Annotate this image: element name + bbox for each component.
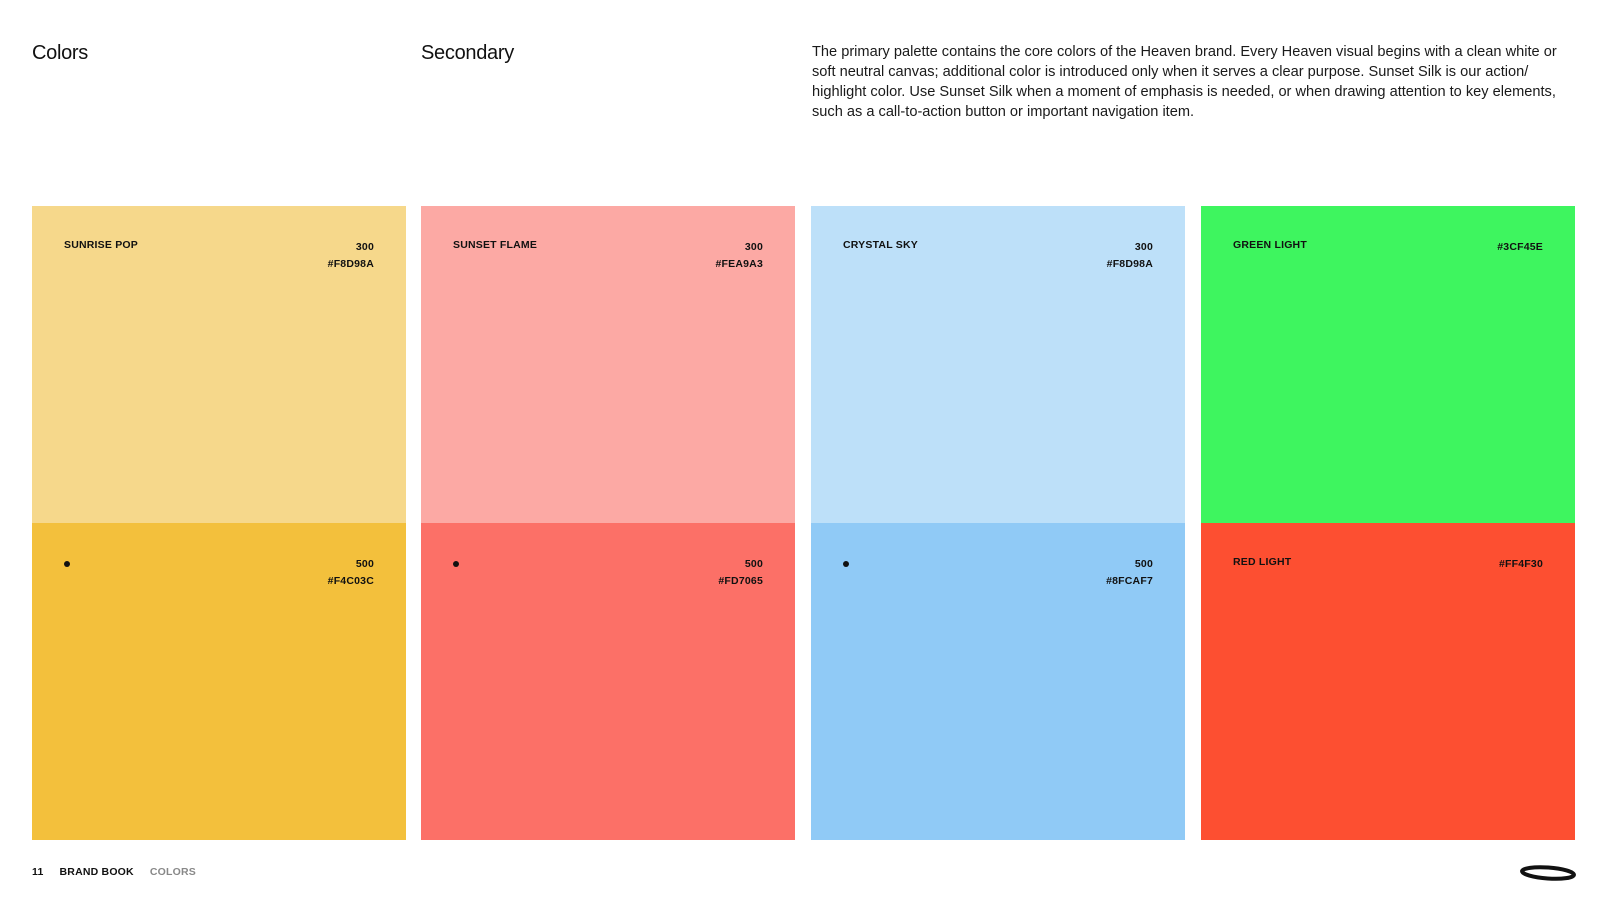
swatch-crystal-sky-500: 500 #8FCAF7	[811, 523, 1185, 840]
swatch-meta: 300 #F8D98A	[328, 239, 374, 273]
swatch-shade: 500	[1134, 558, 1153, 570]
intro-paragraph: The primary palette contains the core co…	[812, 44, 1557, 120]
swatch-hex: #FF4F30	[1499, 558, 1543, 570]
heaven-ring-logo-icon	[1520, 865, 1576, 881]
swatch-name: SUNSET FLAME	[453, 239, 538, 251]
swatch-meta: 500 #8FCAF7	[1106, 556, 1153, 590]
swatch-meta: #3CF45E	[1497, 239, 1543, 256]
swatch-meta: 500 #F4C03C	[328, 556, 374, 590]
swatch-sunset-flame-300: SUNSET FLAME 300 #FEA9A3	[421, 206, 795, 523]
footer-section: BRAND BOOK	[59, 866, 134, 878]
color-column-sunset-flame: SUNSET FLAME 300 #FEA9A3 500 #FD7065	[421, 206, 795, 840]
swatch-green-light: GREEN LIGHT #3CF45E	[1201, 206, 1575, 523]
color-column-crystal-sky: CRYSTAL SKY 300 #F8D98A 500 #8FCAF7	[811, 206, 1185, 840]
swatch-red-light: RED LIGHT #FF4F30	[1201, 523, 1575, 840]
swatch-sunrise-pop-300: SUNRISE POP 300 #F8D98A	[32, 206, 406, 523]
color-column-sunrise-pop: SUNRISE POP 300 #F8D98A 500 #F4C03C	[32, 206, 406, 840]
swatch-sunrise-pop-500: 500 #F4C03C	[32, 523, 406, 840]
bullet-dot	[64, 561, 70, 567]
swatch-meta: #FF4F30	[1499, 556, 1543, 573]
swatch-hex: #F4C03C	[327, 575, 374, 587]
page-footer: 11 BRAND BOOK COLORS	[32, 866, 196, 878]
swatch-shade: 300	[744, 241, 763, 253]
swatch-hex: #F8D98A	[327, 258, 374, 270]
swatch-meta: 500 #FD7065	[718, 556, 763, 590]
color-column-signal: GREEN LIGHT #3CF45E RED LIGHT #FF4F30	[1201, 206, 1575, 840]
swatch-meta: 300 #F8D98A	[1107, 239, 1153, 273]
swatch-crystal-sky-300: CRYSTAL SKY 300 #F8D98A	[811, 206, 1185, 523]
swatch-name: RED LIGHT	[1233, 556, 1292, 568]
bullet-dot	[843, 561, 849, 567]
page-number: 11	[32, 866, 44, 878]
swatch-hex: #3CF45E	[1497, 241, 1543, 253]
swatch-meta: 300 #FEA9A3	[715, 239, 763, 273]
footer-subsection: COLORS	[149, 866, 196, 878]
swatch-sunset-flame-500: 500 #FD7065	[421, 523, 795, 840]
swatch-hex: #8FCAF7	[1106, 575, 1153, 587]
swatch-shade: 500	[744, 558, 763, 570]
swatch-hex: #FD7065	[718, 575, 763, 587]
swatch-hex: #F8D98A	[1106, 258, 1153, 270]
swatch-shade: 500	[355, 558, 374, 570]
bullet-dot	[453, 561, 459, 567]
secondary-title: Secondary	[421, 42, 514, 64]
page-title: Colors	[32, 42, 88, 64]
swatch-name: SUNRISE POP	[64, 239, 138, 251]
swatch-name: CRYSTAL SKY	[843, 239, 918, 251]
swatch-hex: #FEA9A3	[715, 258, 763, 270]
swatch-name: GREEN LIGHT	[1233, 239, 1307, 251]
swatch-shade: 300	[1134, 241, 1153, 253]
swatch-shade: 300	[355, 241, 374, 253]
